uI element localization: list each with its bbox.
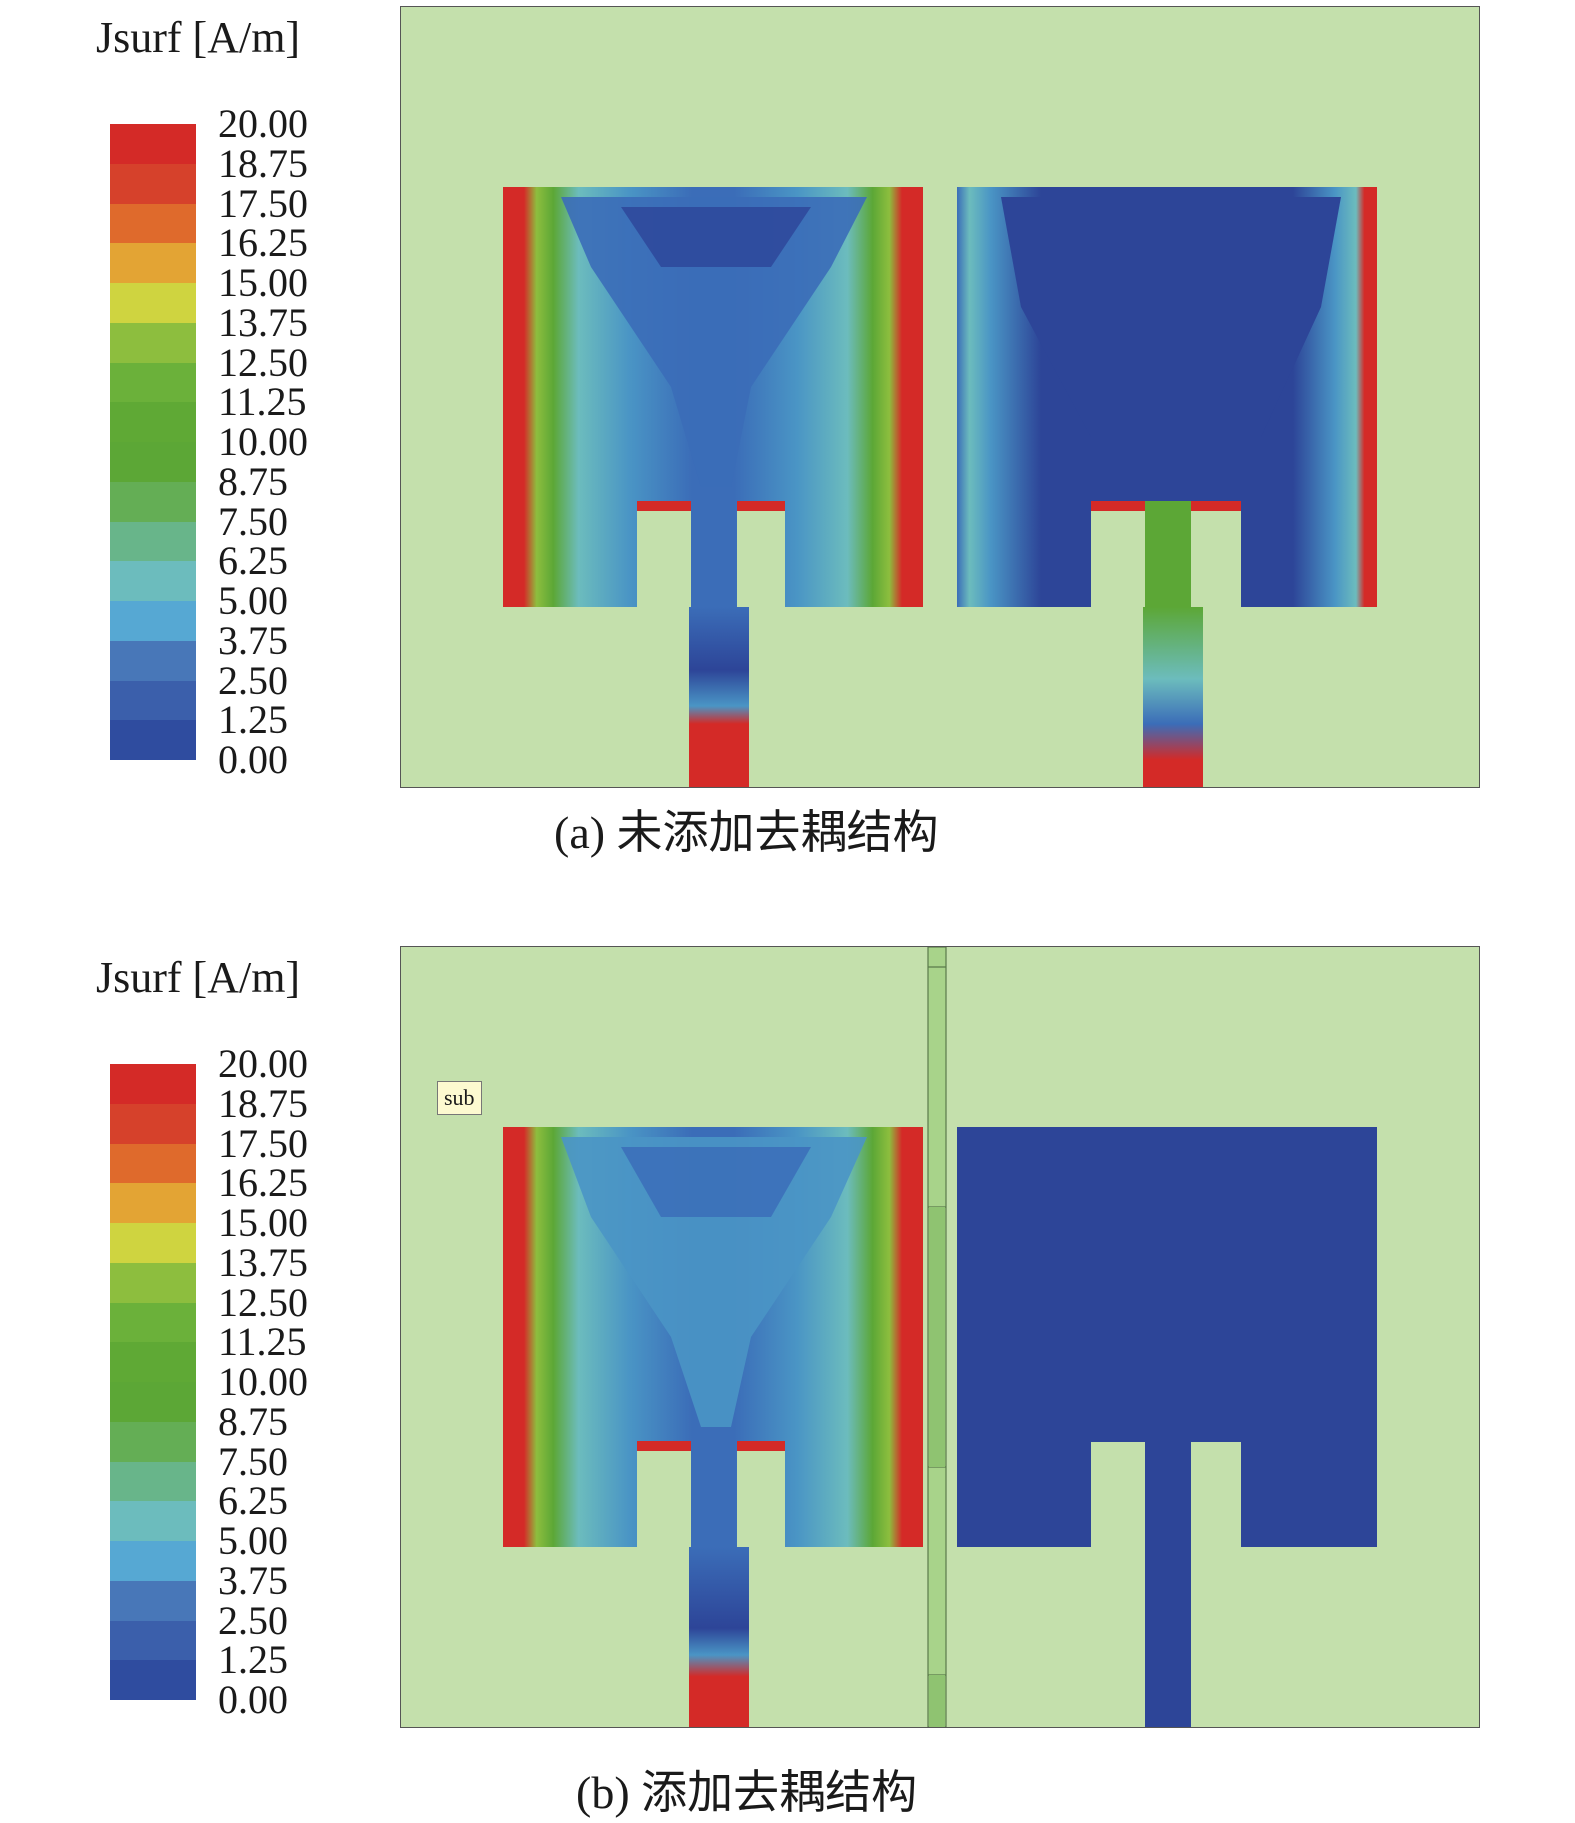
legend-tick-label: 10.00 [218,419,308,464]
legend-tick-label: 18.75 [218,1080,308,1126]
panel-b: Jsurf [A/m] 20.00 18.75 17.50 16.25 15.00 13.… [0,940,1575,1823]
legend-swatch [110,1183,196,1223]
color-legend-bar [110,1064,196,1700]
legend-tick-label: 7.50 [218,498,288,544]
legend-swatch [110,1660,196,1700]
legend-swatch [110,1143,196,1184]
left-patch-antenna [503,1127,923,1727]
legend-swatch [110,1342,196,1382]
legend-swatch [110,1103,196,1144]
legend-swatch [110,163,196,204]
legend-tick-label: 0.00 [218,737,288,782]
legend-tick-label: 17.50 [218,180,308,226]
legend-tick-label: 8.75 [218,458,288,504]
current-distribution-plot: sub [400,946,1480,1728]
legend-swatch [110,402,196,442]
legend-tick-label: 8.75 [218,1398,288,1444]
right-patch-antenna [957,1127,1377,1727]
legend-tick-label: 20.00 [218,1041,308,1086]
caption: (a) 未添加去耦结构 [554,807,939,858]
panel-a: Jsurf [A/m] 20.00 18.75 17.50 16.25 15.00 13.… [0,0,1575,880]
legend-swatch [110,1501,196,1541]
legend-tick-label: 6.25 [218,538,288,584]
legend-swatch [110,601,196,641]
legend-swatch [110,561,196,601]
color-legend-bar [110,124,196,760]
legend-swatch [110,442,196,482]
substrate-label: sub [437,1081,482,1115]
legend-tick-label: 15.00 [218,1200,308,1245]
legend-tick-label: 5.00 [218,578,288,623]
legend-swatch [110,1064,196,1104]
legend-swatch [110,124,196,164]
legend-title: Jsurf [A/m] [96,13,301,62]
legend-swatch [110,322,196,363]
legend-tick-label: 16.25 [218,220,308,266]
legend-tick-label: 5.00 [218,1518,288,1563]
legend-swatch [110,243,196,283]
legend-swatch [110,521,196,562]
legend-tick-label: 10.00 [218,1359,308,1404]
legend-swatch [110,1580,196,1621]
legend-tick-label: 1.25 [218,1637,288,1683]
legend-swatch [110,1421,196,1462]
legend-tick-label: 2.50 [218,1597,288,1643]
legend-swatch [110,680,196,721]
legend-tick-label: 13.75 [218,299,308,345]
legend-tick-label: 2.50 [218,657,288,703]
legend-swatch [110,362,196,403]
legend-swatch [110,1262,196,1303]
color-legend-labels: 20.00 18.75 17.50 16.25 15.00 13.75 12.50 11.25… [218,104,348,780]
legend-tick-label: 13.75 [218,1239,308,1285]
color-legend-labels: 20.00 18.75 17.50 16.25 15.00 13.75 12.50 11.25… [218,1044,348,1720]
antenna-pair-diagram [503,187,1377,787]
right-patch-antenna [957,187,1377,787]
legend-tick-label: 16.25 [218,1160,308,1206]
antenna-pair-diagram [503,947,1377,1727]
legend-tick-label: 18.75 [218,140,308,186]
legend-swatch [110,203,196,244]
legend-swatch [110,481,196,522]
legend-tick-label: 0.00 [218,1677,288,1722]
legend-swatch [110,1302,196,1343]
legend-swatch [110,1461,196,1502]
legend-tick-label: 15.00 [218,260,308,305]
caption: (b) 添加去耦结构 [576,1767,918,1818]
legend-tick-label: 11.25 [218,1319,307,1365]
legend-tick-label: 20.00 [218,101,308,146]
legend-tick-label: 7.50 [218,1438,288,1484]
legend-swatch [110,1382,196,1422]
legend-swatch [110,720,196,760]
current-distribution-plot [400,6,1480,788]
legend-tick-label: 3.75 [218,617,288,663]
legend-swatch [110,1620,196,1661]
decoupling-structure [927,947,947,1727]
legend-swatch [110,283,196,323]
legend-tick-label: 6.25 [218,1478,288,1524]
legend-tick-label: 1.25 [218,697,288,743]
legend-swatch [110,1223,196,1263]
left-patch-antenna [503,187,923,787]
legend-swatch [110,1541,196,1581]
legend-title: Jsurf [A/m] [96,953,301,1002]
legend-tick-label: 17.50 [218,1120,308,1166]
legend-swatch [110,640,196,681]
legend-tick-label: 3.75 [218,1557,288,1603]
legend-tick-label: 11.25 [218,379,307,425]
legend-tick-label: 12.50 [218,339,308,385]
legend-tick-label: 12.50 [218,1279,308,1325]
